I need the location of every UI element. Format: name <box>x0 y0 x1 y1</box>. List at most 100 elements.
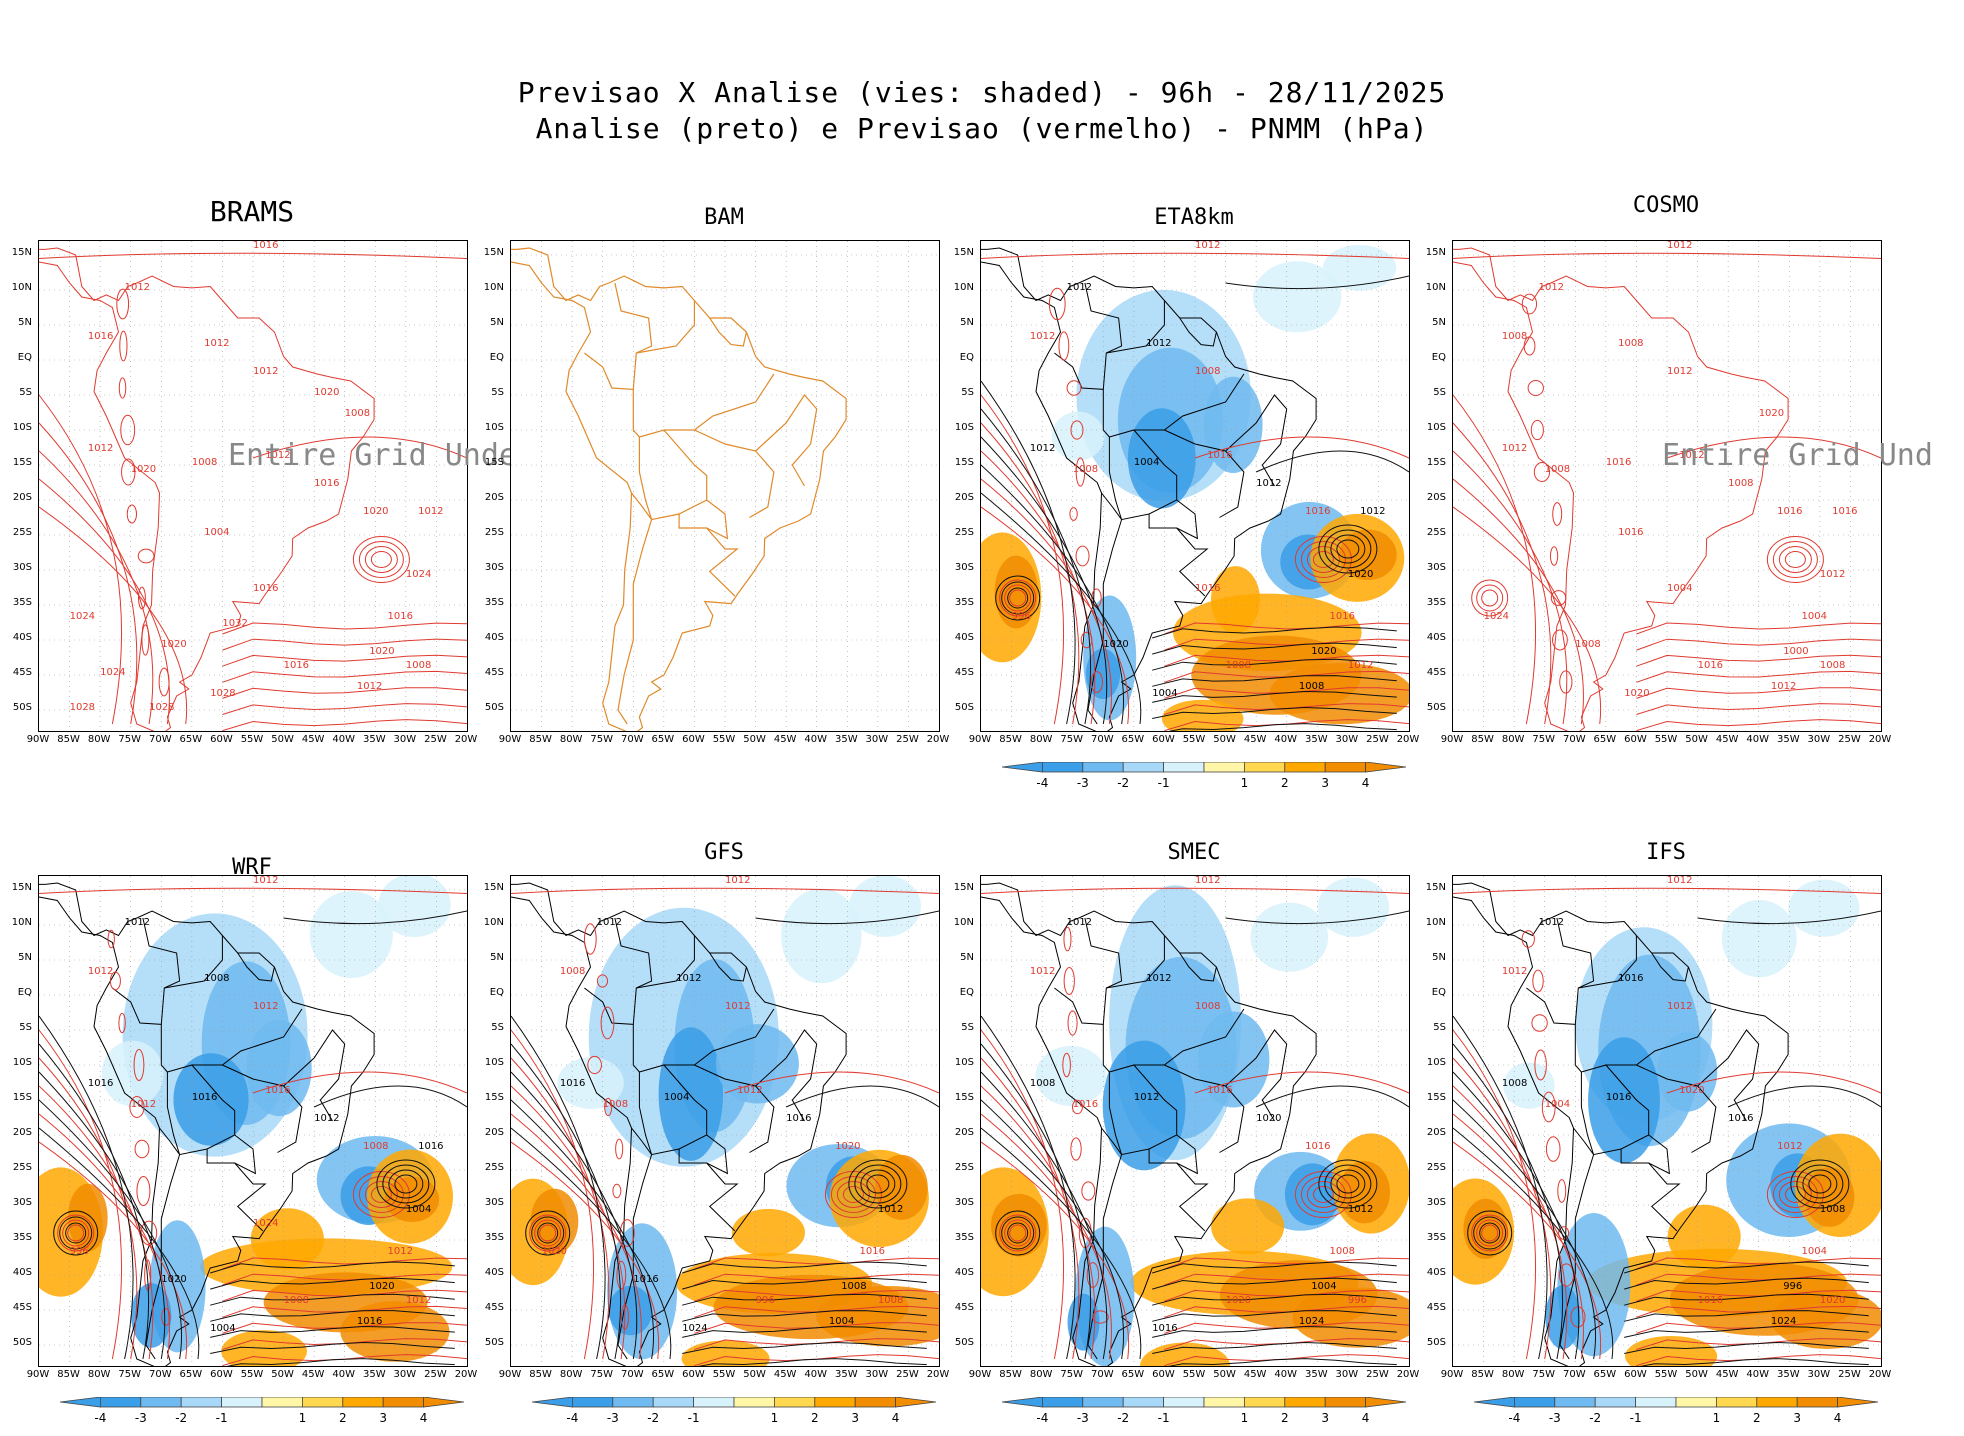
lon-label: 25W <box>424 734 447 745</box>
bias-blob <box>1140 1342 1231 1366</box>
contour-label: 1008 <box>841 1281 866 1292</box>
contour-label: 1008 <box>1226 660 1251 671</box>
contour-label: 1020 <box>542 1246 567 1257</box>
lat-label: 50S <box>12 1337 32 1348</box>
lon-label: 70W <box>148 734 172 745</box>
colorbar-seg <box>261 1397 303 1408</box>
lat-label: 5S <box>1433 387 1446 398</box>
contour-label: 1012 <box>1348 660 1373 671</box>
lat-label: 25S <box>954 527 974 538</box>
contour-label: 1004 <box>1545 1099 1570 1110</box>
contour-label: 1008 <box>1575 639 1600 650</box>
colorbar-tri-right <box>1837 1397 1878 1408</box>
contour-label: 1012 <box>1067 917 1092 928</box>
lat-label: EQ <box>17 987 32 998</box>
lon-label: 55W <box>712 1369 736 1380</box>
contour-label: 1012 <box>1195 876 1220 886</box>
contour-label: 1012 <box>1539 917 1564 928</box>
lon-label: 75W <box>590 1369 614 1380</box>
lon-label: 40W <box>804 1369 828 1380</box>
bias-blob <box>875 1154 928 1220</box>
contour-label: 1012 <box>357 681 382 692</box>
lat-label: 25S <box>12 527 32 538</box>
lon-axis: 90W 85W 80W 75W 70W 65W 60W 55W 50W 45W 40W 35W 30W 2… <box>499 1369 950 1381</box>
contour-label: 1016 <box>418 1141 443 1152</box>
analysis-isobars <box>39 910 467 1366</box>
colorbar-seg <box>572 1397 614 1408</box>
lon-label: 40W <box>332 1369 356 1380</box>
contour-label: 1016 <box>1777 506 1802 517</box>
lat-label: 20S <box>12 492 32 503</box>
contour-label: 1012 <box>1256 478 1281 489</box>
lon-axis: 90W 85W 80W 75W 70W 65W 60W 55W 50W 45W 40W 35W 30W 2… <box>1441 1369 1892 1381</box>
contour-label: 1020 <box>1226 1295 1251 1306</box>
contour-label: 1016 <box>1305 1141 1330 1152</box>
lon-label: 90W <box>1440 734 1464 745</box>
lat-label: 20S <box>1426 1127 1446 1138</box>
colorbar-label: 4 <box>1361 776 1370 790</box>
forecast-isobars <box>511 887 939 1366</box>
lat-label: 15S <box>1426 1092 1446 1103</box>
lat-label: 15N <box>11 247 32 258</box>
lon-label: 20W <box>454 734 478 745</box>
colorbar-tri-right <box>423 1397 464 1408</box>
lon-label: 65W <box>1121 734 1145 745</box>
contour-label: 1020 <box>1348 569 1373 580</box>
lon-label: 40W <box>1746 1369 1770 1380</box>
colorbar-tri-left <box>1002 1397 1043 1408</box>
lon-label: 45W <box>301 1369 325 1380</box>
lon-label: 25W <box>1838 734 1861 745</box>
colorbar-seg <box>1324 762 1367 773</box>
colorbar-tri-left <box>532 1397 573 1408</box>
undef-label-brams: Entire Grid Undef <box>228 438 536 473</box>
contour-label: 1024 <box>70 611 95 622</box>
colorbar-seg <box>1796 1397 1839 1408</box>
lon-label: 45W <box>773 1369 797 1380</box>
lon-axis: 90W 85W 80W 75W 70W 65W 60W 55W 50W 45W 40W 35W 30W 2… <box>969 1369 1420 1381</box>
lat-label: 40S <box>12 1267 32 1278</box>
lon-axis: 90W 85W 80W 75W 70W 65W 60W 55W 50W 45W 40W 35W 30W 2… <box>27 1369 478 1381</box>
contour-label: 1008 <box>560 966 585 977</box>
lon-label: 70W <box>1562 734 1586 745</box>
lat-label: 5S <box>491 387 504 398</box>
contour-label: 1008 <box>878 1295 903 1306</box>
lat-label: 15S <box>954 1092 974 1103</box>
lat-label: 5N <box>18 317 32 328</box>
lat-label: 40S <box>484 1267 504 1278</box>
lat-label: 10N <box>953 282 974 293</box>
lon-label: 20W <box>1396 734 1420 745</box>
contour-labels: 1012 1012 1012 1012 1008 1008 1016 1012 1016 1020… <box>1030 876 1373 1334</box>
lat-label: 5N <box>960 317 974 328</box>
lat-lon-grid <box>1453 241 1881 731</box>
lat-label: 35S <box>954 597 974 608</box>
contour-label: 1020 <box>1820 1295 1845 1306</box>
bias-blob <box>994 555 1038 629</box>
bias-blob <box>384 1176 440 1222</box>
lat-label: 10N <box>11 917 32 928</box>
lat-label: 30S <box>1426 1197 1446 1208</box>
contour-label: 1016 <box>284 660 309 671</box>
bias-blob <box>1770 1289 1881 1349</box>
coastline <box>1453 247 1789 731</box>
bias-blob <box>67 1183 108 1252</box>
contour-label: 1008 <box>406 660 431 671</box>
colorbar-seg <box>1122 762 1164 773</box>
lon-axis: 90W 85W 80W 75W 70W 65W 60W 55W 50W 45W 40W 35W 30W 2… <box>499 734 950 746</box>
bias-blob <box>1067 1293 1100 1351</box>
lon-label: 65W <box>651 734 675 745</box>
colorbar-tri-right <box>1365 1397 1406 1408</box>
lon-label: 25W <box>1366 734 1389 745</box>
bias-blob <box>1503 1062 1555 1109</box>
contour-label: 1004 <box>1802 1246 1827 1257</box>
panel-title-smec: SMEC <box>1167 840 1221 865</box>
contour-label: 1012 <box>388 1246 413 1257</box>
analysis-isobars <box>1453 910 1881 1366</box>
colorbar-label: -1 <box>215 1411 228 1425</box>
bias-blob <box>1625 1336 1718 1366</box>
contour-label: 1020 <box>1103 639 1128 650</box>
colorbar-seg <box>221 1397 263 1408</box>
lon-label: 25W <box>1366 1369 1389 1380</box>
contour-label: 1012 <box>131 1099 156 1110</box>
undef-label-cosmo: Entire Grid Und <box>1662 438 1933 473</box>
contour-label: 1016 <box>1305 506 1330 517</box>
